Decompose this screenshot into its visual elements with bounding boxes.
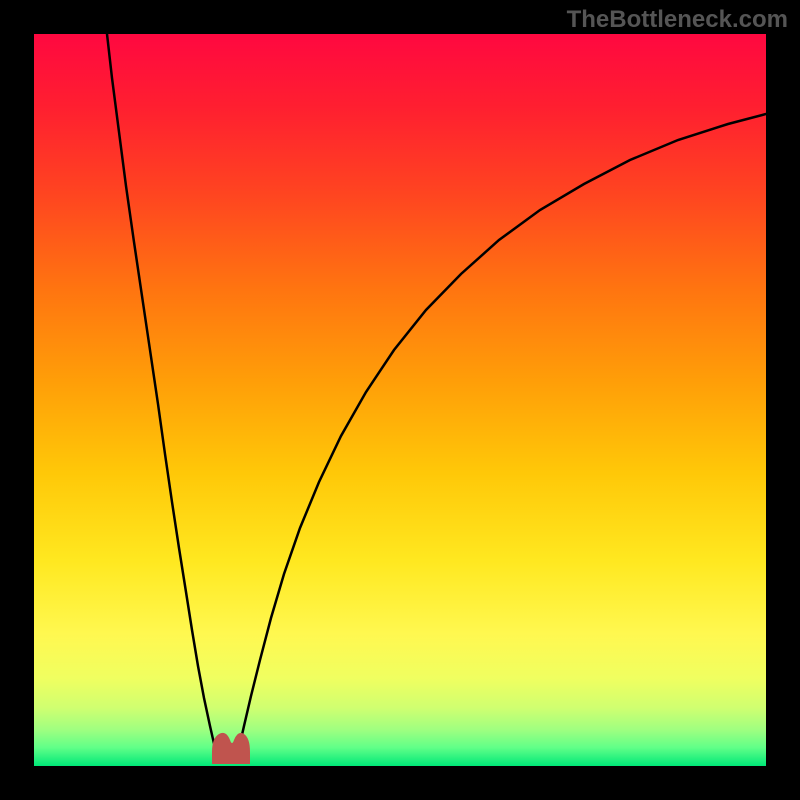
marker-bump (34, 34, 766, 766)
plot-area (34, 34, 766, 766)
watermark-text: TheBottleneck.com (567, 6, 788, 34)
